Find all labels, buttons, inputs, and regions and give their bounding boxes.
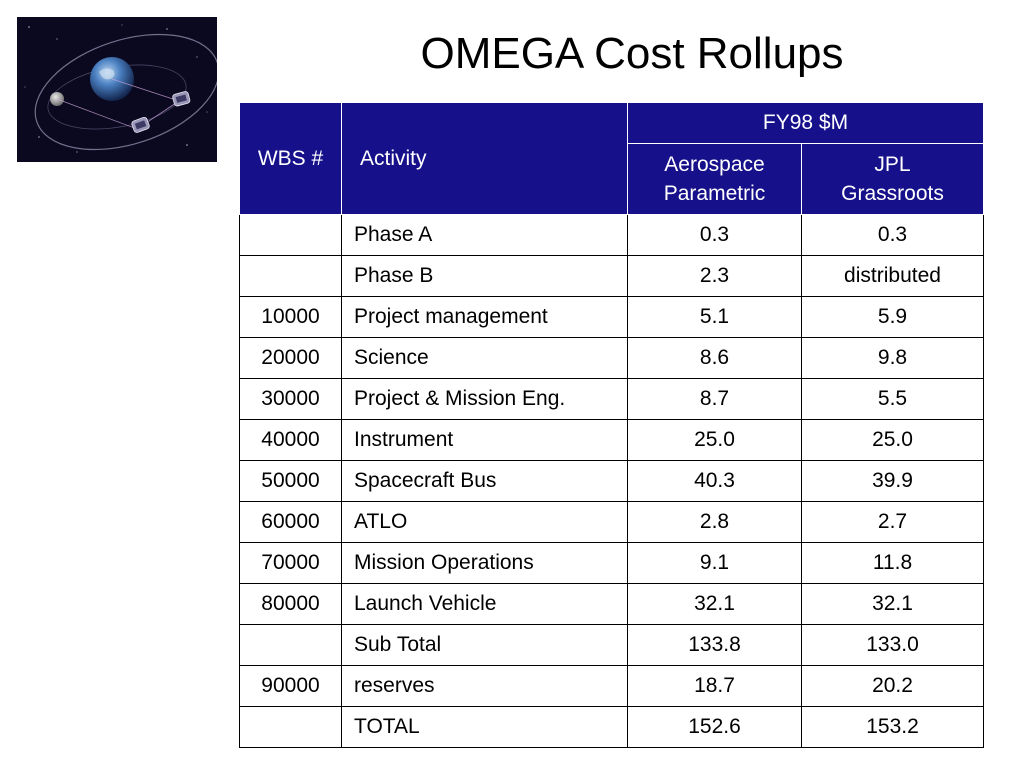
jpl-cell: distributed <box>801 255 984 297</box>
table-row: 60000 ATLO 2.8 2.7 <box>239 501 984 543</box>
jpl-grassroots-header: JPL Grassroots <box>801 143 984 215</box>
table-row: 70000 Mission Operations 9.1 11.8 <box>239 542 984 584</box>
table-row: 20000 Science 8.6 9.8 <box>239 337 984 379</box>
table-row: 80000 Launch Vehicle 32.1 32.1 <box>239 583 984 625</box>
table-row: 50000 Spacecraft Bus 40.3 39.9 <box>239 460 984 502</box>
jpl-cell: 2.7 <box>801 501 984 543</box>
activity-cell: Phase A <box>341 214 628 256</box>
table-row: 90000 reserves 18.7 20.2 <box>239 665 984 707</box>
aerospace-cell: 8.6 <box>627 337 802 379</box>
orbit-picture <box>17 17 217 162</box>
activity-cell: Project & Mission Eng. <box>341 378 628 420</box>
activity-cell: TOTAL <box>341 706 628 748</box>
table-row: 30000 Project & Mission Eng. 8.7 5.5 <box>239 378 984 420</box>
jpl-cell: 5.9 <box>801 296 984 338</box>
wbs-cell: 10000 <box>239 296 342 338</box>
spacecraft-orbit-illustration <box>17 17 217 162</box>
activity-cell: Mission Operations <box>341 542 628 584</box>
wbs-cell <box>239 624 342 666</box>
wbs-cell: 60000 <box>239 501 342 543</box>
fy98-group-header: FY98 $M <box>627 102 984 144</box>
activity-cell: Phase B <box>341 255 628 297</box>
jpl-header-line2: Grassroots <box>841 182 944 205</box>
wbs-cell: 50000 <box>239 460 342 502</box>
activity-cell: Spacecraft Bus <box>341 460 628 502</box>
activity-cell: Science <box>341 337 628 379</box>
activity-cell: Launch Vehicle <box>341 583 628 625</box>
jpl-cell: 0.3 <box>801 214 984 256</box>
wbs-cell: 20000 <box>239 337 342 379</box>
aerospace-cell: 18.7 <box>627 665 802 707</box>
activity-cell: Instrument <box>341 419 628 461</box>
table-row: Sub Total 133.8 133.0 <box>239 624 984 666</box>
aerospace-cell: 40.3 <box>627 460 802 502</box>
jpl-cell: 20.2 <box>801 665 984 707</box>
aerospace-cell: 5.1 <box>627 296 802 338</box>
wbs-header: WBS # <box>239 102 342 215</box>
table-row: Phase B 2.3 distributed <box>239 255 984 297</box>
wbs-cell <box>239 255 342 297</box>
activity-header: Activity <box>341 102 628 215</box>
aerospace-cell: 9.1 <box>627 542 802 584</box>
jpl-header-line1: JPL <box>874 153 911 176</box>
aerospace-parametric-header: Aerospace Parametric <box>627 143 802 215</box>
wbs-cell: 30000 <box>239 378 342 420</box>
jpl-cell: 133.0 <box>801 624 984 666</box>
jpl-cell: 32.1 <box>801 583 984 625</box>
aerospace-cell: 8.7 <box>627 378 802 420</box>
wbs-cell: 70000 <box>239 542 342 584</box>
aerospace-header-line2: Parametric <box>663 182 766 205</box>
aerospace-cell: 25.0 <box>627 419 802 461</box>
activity-cell: ATLO <box>341 501 628 543</box>
cost-rollup-table: WBS # Activity FY98 $M Aerospace Paramet… <box>239 102 984 748</box>
table-row: Phase A 0.3 0.3 <box>239 214 984 256</box>
jpl-cell: 11.8 <box>801 542 984 584</box>
aerospace-cell: 152.6 <box>627 706 802 748</box>
wbs-cell: 90000 <box>239 665 342 707</box>
aerospace-cell: 0.3 <box>627 214 802 256</box>
wbs-cell <box>239 706 342 748</box>
table-row: TOTAL 152.6 153.2 <box>239 706 984 748</box>
aerospace-cell: 133.8 <box>627 624 802 666</box>
activity-cell: Sub Total <box>341 624 628 666</box>
jpl-cell: 9.8 <box>801 337 984 379</box>
jpl-cell: 39.9 <box>801 460 984 502</box>
jpl-cell: 153.2 <box>801 706 984 748</box>
page-title: OMEGA Cost Rollups <box>420 29 844 78</box>
subheader-row: Aerospace Parametric JPL Grassroots <box>240 143 984 215</box>
wbs-cell <box>239 214 342 256</box>
table-row: 10000 Project management 5.1 5.9 <box>239 296 984 338</box>
header-row: WBS # Activity FY98 $M <box>239 102 984 215</box>
activity-cell: reserves <box>341 665 628 707</box>
table-row: 40000 Instrument 25.0 25.0 <box>239 419 984 461</box>
aerospace-cell: 32.1 <box>627 583 802 625</box>
wbs-cell: 40000 <box>239 419 342 461</box>
aerospace-cell: 2.3 <box>627 255 802 297</box>
wbs-cell: 80000 <box>239 583 342 625</box>
aerospace-cell: 2.8 <box>627 501 802 543</box>
aerospace-header-line1: Aerospace <box>664 153 765 176</box>
jpl-cell: 25.0 <box>801 419 984 461</box>
activity-cell: Project management <box>341 296 628 338</box>
jpl-cell: 5.5 <box>801 378 984 420</box>
